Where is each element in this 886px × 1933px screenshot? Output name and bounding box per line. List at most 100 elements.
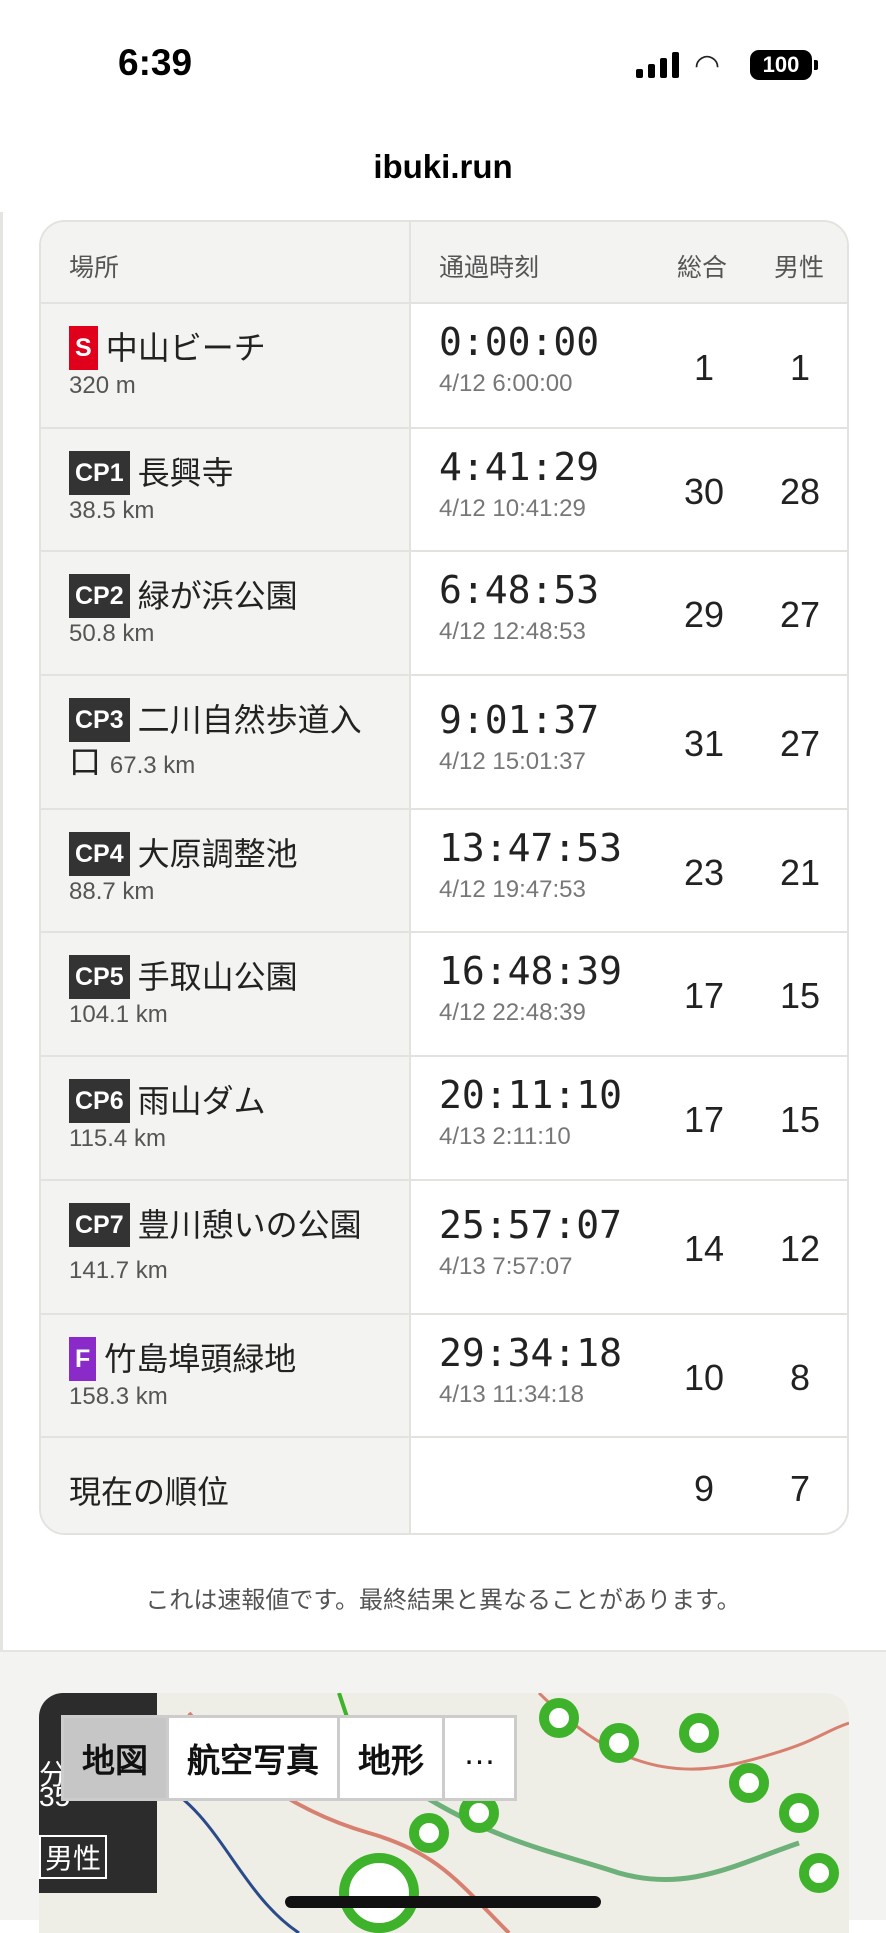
- male-rank: 15: [779, 1099, 821, 1140]
- layer-map-button[interactable]: 地図: [64, 1718, 166, 1798]
- wifi-icon: ◠: [694, 49, 721, 82]
- route-marker: [779, 1793, 819, 1833]
- column-header-overall: 総合: [677, 254, 728, 282]
- location-name: 雨山ダム: [137, 1083, 266, 1119]
- overall-rank: 10: [683, 1356, 725, 1398]
- route-marker: [679, 1713, 719, 1753]
- male-rank: 27: [779, 594, 821, 635]
- male-rank: 15: [779, 975, 821, 1016]
- elapsed-time: 0:00:00: [439, 320, 600, 364]
- distance: 158.3 km: [69, 1383, 168, 1410]
- table-row: CP7 豊川憩いの公園 141.7 km 25:57:07 4/13 7:57:0…: [41, 1179, 847, 1313]
- route-marker: [799, 1853, 839, 1893]
- table-row: CP3 二川自然歩道入口 67.3 km 9:01:37 4/12 15:01:3…: [41, 674, 847, 808]
- clock-time: 4/12 12:48:53: [439, 618, 586, 645]
- checkpoint-badge: CP7: [69, 1203, 130, 1247]
- male-rank: 27: [779, 723, 821, 764]
- table-row: CP4 大原調整池 88.7 km 13:47:53 4/12 19:47:53 2…: [41, 808, 847, 931]
- distance: 115.4 km: [69, 1125, 166, 1152]
- distance: 67.3 km: [109, 752, 196, 779]
- route-marker: [539, 1698, 579, 1738]
- clock-time: 4/12 10:41:29: [439, 495, 586, 522]
- location-cell: CP5 手取山公園 104.1 km: [41, 933, 411, 1055]
- layer-aerial-button[interactable]: 航空写真: [169, 1718, 337, 1798]
- clock: 6:39: [118, 42, 193, 83]
- signal-icon: [636, 52, 679, 78]
- location-name: 二川自然歩道入口: [69, 702, 362, 780]
- location-name: 竹島埠頭緑地: [104, 1341, 297, 1377]
- male-rank: 28: [779, 470, 821, 512]
- clock-time: 4/12 15:01:37: [439, 748, 586, 775]
- overall-rank: 31: [683, 723, 725, 764]
- overall-rank: 29: [683, 594, 725, 635]
- table-row: F 竹島埠頭緑地 158.3 km 29:34:18 4/13 11:34:18 1…: [41, 1313, 847, 1436]
- location-cell: S 中山ビーチ 320 m: [41, 304, 411, 427]
- distance: 38.5 km: [69, 497, 155, 524]
- disclaimer-note: これは速報値です。最終結果と異なることがあります。: [145, 1587, 741, 1614]
- location-cell: CP2 緑が浜公園 50.8 km: [41, 552, 411, 674]
- column-header-location: 場所: [69, 254, 120, 282]
- table-header: 場所 通過時刻 総合 男性: [41, 222, 847, 302]
- clock-time: 4/12 6:00:00: [439, 370, 573, 397]
- location-cell: CP4 大原調整池 88.7 km: [41, 810, 411, 931]
- overall-rank: 17: [683, 1099, 725, 1140]
- location-cell: CP6 雨山ダム 115.4 km: [41, 1057, 411, 1179]
- divider: [0, 212, 3, 1652]
- male-rank: 7: [789, 1468, 811, 1509]
- location-cell: CP7 豊川憩いの公園 141.7 km: [41, 1181, 411, 1313]
- route-marker: [599, 1723, 639, 1763]
- location-cell: CP1 長興寺 38.5 km: [41, 429, 411, 550]
- location-cell: F 竹島埠頭緑地 158.3 km: [41, 1315, 411, 1436]
- elapsed-time: 13:47:53: [439, 826, 623, 870]
- home-indicator: [285, 1896, 601, 1908]
- overall-rank: 17: [683, 975, 725, 1016]
- male-rank: 12: [779, 1228, 821, 1269]
- table-row: CP2 緑が浜公園 50.8 km 6:48:53 4/12 12:48:53 29…: [41, 550, 847, 674]
- checkpoint-badge: CP6: [69, 1079, 130, 1123]
- overall-rank: 1: [693, 346, 715, 388]
- location-name: 中山ビーチ: [105, 330, 266, 366]
- table-row: S 中山ビーチ 320 m 0:00:00 4/12 6:00:00 1 1: [41, 302, 847, 427]
- layer-terrain-button[interactable]: 地形: [340, 1718, 442, 1798]
- overall-rank: 14: [683, 1228, 725, 1269]
- location-name: 豊川憩いの公園: [137, 1207, 362, 1243]
- checkpoint-badge: F: [69, 1337, 97, 1381]
- checkpoint-badge: CP1: [69, 451, 130, 495]
- results-table: 場所 通過時刻 総合 男性 S 中山ビーチ 320 m 0:00:00 4/12 6…: [39, 220, 849, 1535]
- status-bar: 6:39 ◠ 100: [0, 0, 886, 120]
- overall-rank: 30: [683, 470, 725, 512]
- location-name: 大原調整池: [137, 836, 298, 872]
- elapsed-time: 20:11:10: [439, 1073, 623, 1117]
- clock-time: 4/13 7:57:07: [439, 1253, 573, 1280]
- location-cell: CP3 二川自然歩道入口 67.3 km: [41, 676, 411, 808]
- column-header-time: 通過時刻: [439, 254, 540, 282]
- table-row: CP6 雨山ダム 115.4 km 20:11:10 4/13 2:11:10 17…: [41, 1055, 847, 1179]
- elapsed-time: 9:01:37: [439, 698, 600, 742]
- checkpoint-badge: CP3: [69, 698, 130, 742]
- clock-time: 4/13 11:34:18: [439, 1381, 585, 1408]
- battery-icon: 100: [750, 50, 818, 80]
- map-layer-switcher: 地図 航空写真 地形 …: [61, 1715, 517, 1801]
- column-header-male: 男性: [774, 254, 825, 282]
- route-marker: [729, 1763, 769, 1803]
- checkpoint-badge: S: [69, 326, 98, 370]
- overall-rank: 23: [683, 851, 725, 893]
- elapsed-time: 16:48:39: [439, 949, 623, 993]
- table-row: CP5 手取山公園 104.1 km 16:48:39 4/12 22:48:39 …: [41, 931, 847, 1055]
- male-rank: 21: [779, 851, 821, 893]
- distance: 104.1 km: [69, 1001, 168, 1028]
- distance: 50.8 km: [69, 620, 155, 647]
- layer-more-button[interactable]: …: [445, 1718, 514, 1798]
- distance: 320 m: [69, 372, 136, 399]
- elapsed-time: 29:34:18: [439, 1331, 623, 1375]
- distance: 88.7 km: [69, 878, 155, 905]
- location-name: 長興寺: [137, 455, 234, 491]
- checkpoint-badge: CP4: [69, 832, 130, 876]
- course-map[interactable]: 分 35 男性 地図 航空写真 地形 …: [39, 1693, 849, 1933]
- current-rank-label: 現在の順位: [69, 1474, 230, 1510]
- checkpoint-badge: CP5: [69, 955, 130, 999]
- current-position-marker[interactable]: [339, 1853, 419, 1933]
- table-row: CP1 長興寺 38.5 km 4:41:29 4/12 10:41:29 30 2…: [41, 427, 847, 550]
- route-marker: [409, 1813, 449, 1853]
- male-rank: 8: [789, 1356, 811, 1398]
